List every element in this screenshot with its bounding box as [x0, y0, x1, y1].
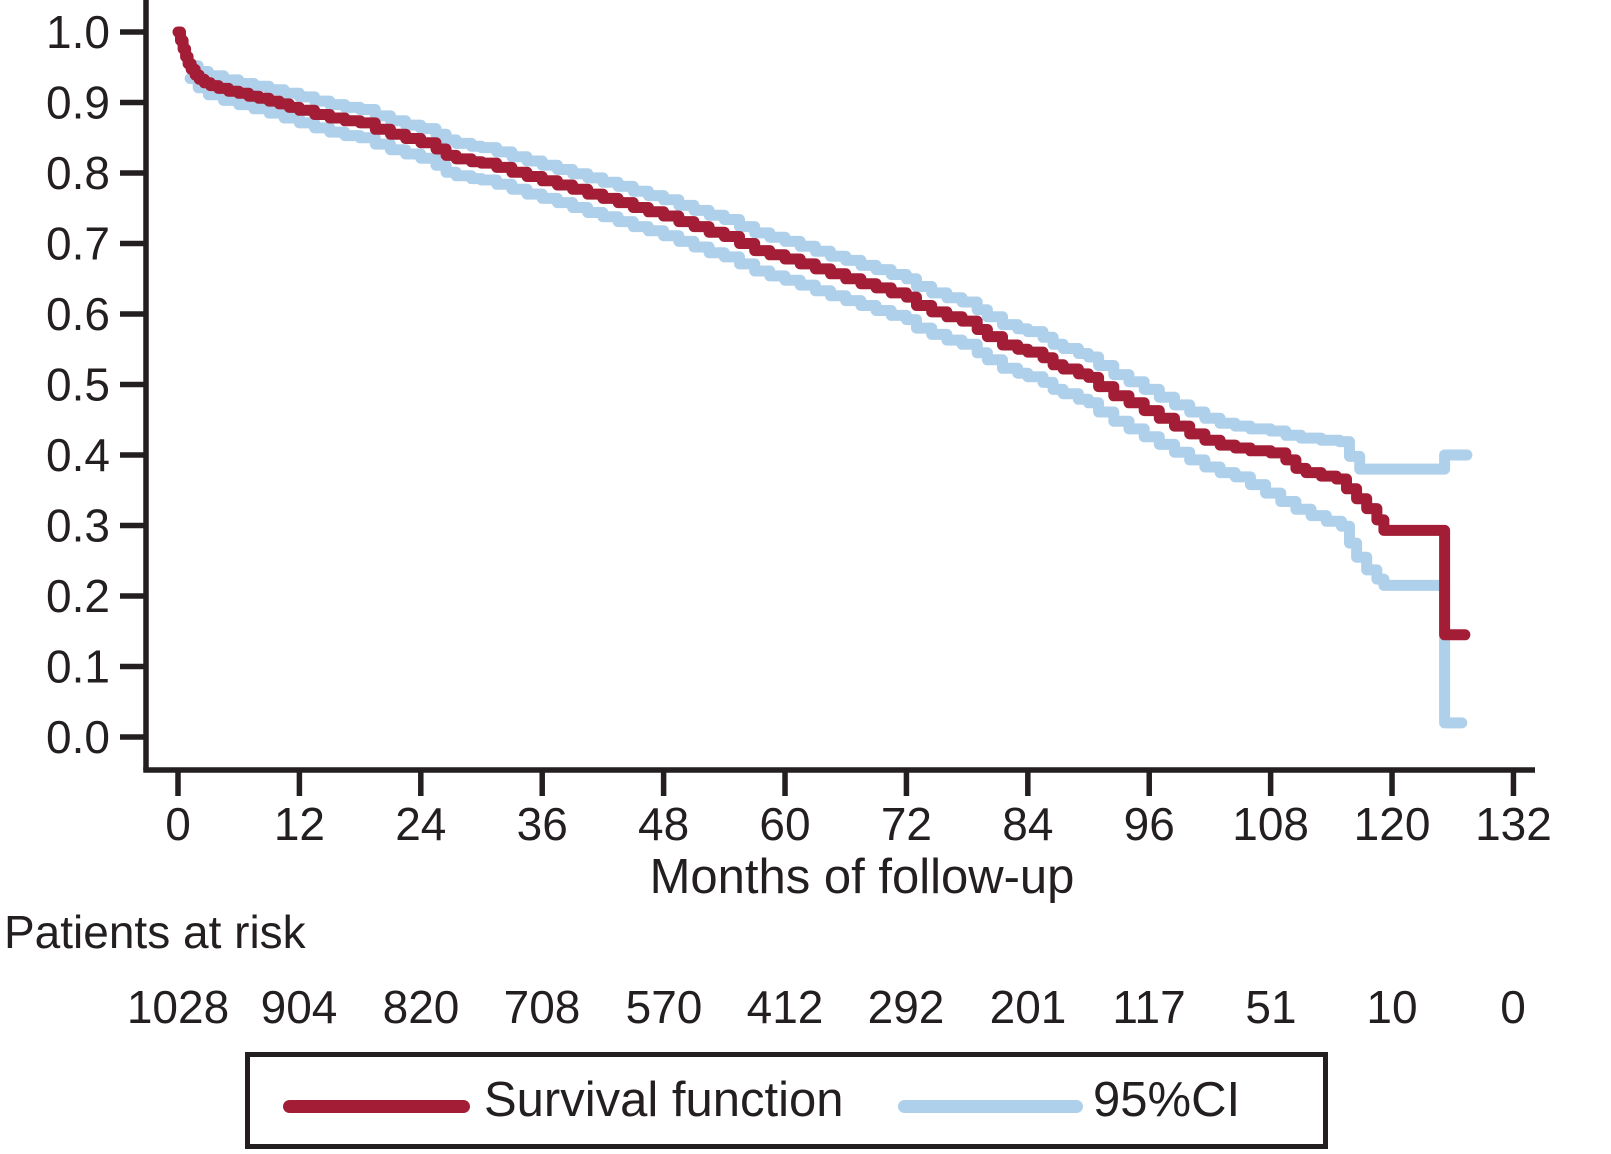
- x-tick-label: 120: [1354, 798, 1431, 850]
- y-tick-label: 0.5: [46, 359, 110, 411]
- patients-at-risk-row: 1028 904 820 708 570 412 292 201 117 51 10 0: [0, 982, 1611, 1034]
- x-tick-label: 0: [165, 798, 191, 850]
- risk-count: 1028: [126, 981, 230, 1033]
- x-tick-label: 60: [759, 798, 810, 850]
- x-tick-label: 108: [1232, 798, 1309, 850]
- x-tick-label: 72: [881, 798, 932, 850]
- risk-count: 904: [260, 981, 338, 1033]
- y-tick-label: 0.9: [46, 77, 110, 129]
- x-tick-label: 24: [395, 798, 446, 850]
- risk-count: 51: [1245, 981, 1297, 1033]
- patients-at-risk-label: Patients at risk: [4, 906, 306, 958]
- x-axis-title: Months of follow-up: [649, 850, 1075, 904]
- y-tick-label: 0.0: [46, 711, 110, 763]
- x-tick-label: 96: [1124, 798, 1175, 850]
- risk-count: 0: [1500, 981, 1526, 1033]
- ci-line-swatch: [898, 1100, 1083, 1113]
- x-tick-label: 84: [1002, 798, 1053, 850]
- ci-upper-curve: [184, 60, 1473, 475]
- survival-line-swatch: [283, 1100, 470, 1113]
- y-tick-label: 0.4: [46, 429, 110, 481]
- y-tick-label: 0.8: [46, 147, 110, 199]
- y-tick-label: 0.1: [46, 641, 110, 693]
- y-tick-label: 0.2: [46, 570, 110, 622]
- survival-curve: [172, 26, 1471, 641]
- risk-count: 820: [382, 981, 460, 1033]
- risk-count: 292: [867, 981, 945, 1033]
- risk-count: 708: [503, 981, 581, 1033]
- x-tick-label: 36: [517, 798, 568, 850]
- x-tick-label: 12: [274, 798, 325, 850]
- x-tick-label: 48: [638, 798, 689, 850]
- ci-lower-curve: [184, 73, 1468, 729]
- risk-count: 10: [1366, 981, 1418, 1033]
- legend-label-survival: Survival function: [484, 1073, 844, 1127]
- y-tick-label: 0.3: [46, 500, 110, 552]
- risk-count: 570: [625, 981, 703, 1033]
- risk-count: 201: [989, 981, 1067, 1033]
- risk-count: 412: [746, 981, 824, 1033]
- km-chart: 0.0 0.1 0.2 0.3 0.4 0.5 0.6 0.7 0.8 0.9 1.0 0 12 24 36…: [46, 0, 1552, 850]
- y-tick-label: 1.0: [46, 6, 110, 58]
- y-tick-label: 0.7: [46, 218, 110, 270]
- legend-label-ci: 95%CI: [1093, 1073, 1241, 1127]
- x-tick-label: 132: [1475, 798, 1552, 850]
- y-tick-label: 0.6: [46, 288, 110, 340]
- risk-count: 117: [1112, 981, 1186, 1033]
- legend: Survival function 95%CI: [245, 1052, 1328, 1149]
